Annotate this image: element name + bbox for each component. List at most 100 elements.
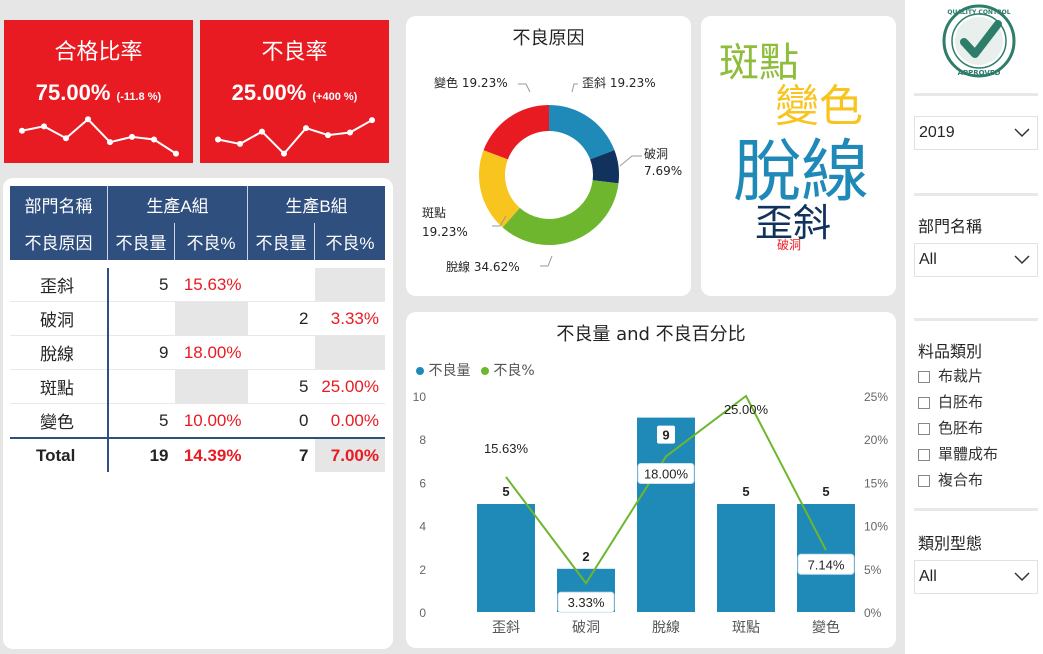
bar-qty[interactable] (717, 504, 775, 612)
kpi-pass-rate-delta: (-11.8 %) (116, 91, 162, 103)
cell-b-qty (247, 335, 315, 370)
cell-b-pct: 25.00% (314, 369, 385, 404)
dept-dropdown-value: All (919, 251, 937, 268)
material-option[interactable]: 單體成布 (918, 443, 998, 464)
kpi-defect-rate-title: 不良率 (261, 40, 328, 65)
legend-qty-label[interactable]: 不良量 (428, 363, 471, 379)
donut-label-hole: 破洞 7.69% (644, 147, 683, 178)
material-option[interactable]: 色胚布 (918, 417, 983, 438)
sparkline-point (41, 123, 47, 130)
kpi-pass-rate-value: 75.00% (-11.8 %) (35, 80, 162, 105)
checkbox[interactable] (918, 370, 930, 383)
donut-leader-line (540, 255, 553, 267)
matrix-header-group-b[interactable]: 生產B組 (247, 186, 385, 223)
cell-a-pct (174, 369, 248, 404)
cell-b-pct (314, 335, 385, 370)
wordcloud-word-fade[interactable]: 變色 (775, 81, 863, 132)
matrix-subheader-b-qty[interactable]: 不良量 (247, 223, 315, 260)
type-dropdown[interactable]: All (914, 560, 1038, 594)
table-row[interactable]: 變色 5 10.00% 0 0.00% (10, 403, 385, 439)
table-row[interactable]: 脫線 9 18.00% (10, 335, 385, 370)
svg-text:QUALITY CONTROL: QUALITY CONTROL (947, 9, 1010, 16)
wordcloud-word-spot[interactable]: 斑點 (719, 40, 799, 86)
bar-label-bg (657, 425, 675, 444)
table-row[interactable]: 歪斜 5 15.63% (10, 268, 385, 302)
donut-title: 不良原因 (512, 28, 585, 49)
sparkline-point (281, 150, 287, 157)
matrix-subheader-a-qty[interactable]: 不良量 (107, 223, 175, 260)
donut-leader-line (518, 83, 531, 93)
matrix-header-cause[interactable]: 不良原因 (10, 223, 108, 260)
combo-legend: 不良量 不良% (416, 360, 535, 380)
row-cause: 歪斜 (10, 268, 108, 302)
y-right-tick-label: 5% (864, 563, 882, 577)
sparkline-point (369, 117, 375, 124)
row-cause: 變色 (10, 403, 108, 439)
wordcloud-word-skew[interactable]: 歪斜 (755, 201, 832, 245)
checkbox[interactable] (918, 396, 930, 409)
year-dropdown-value: 2019 (919, 124, 955, 141)
donut-slice[interactable] (590, 150, 619, 184)
line-data-label: 18.00% (644, 466, 689, 481)
donut-slice[interactable] (483, 105, 549, 160)
donut-label-thread: 脫線 34.62% (446, 260, 520, 274)
matrix-header-group-a[interactable]: 生產A組 (107, 186, 248, 223)
line-pct[interactable] (505, 394, 827, 585)
checkbox[interactable] (918, 422, 930, 435)
kpi-defect-rate-card: 不良率 25.00% (+400 %) (200, 20, 389, 163)
donut-slice[interactable] (549, 105, 615, 160)
slicer-divider (914, 508, 1038, 511)
bar-data-label: 5 (502, 484, 509, 499)
legend-pct-label[interactable]: 不良% (493, 363, 535, 379)
sparkline-point (85, 116, 91, 123)
donut-card: 不良原因 歪斜 19.23% 破洞 7.69% 脫線 34.62% 斑點 19.23… (406, 16, 691, 296)
donut-chart[interactable] (406, 16, 691, 296)
cell-b-qty: 2 (247, 301, 315, 336)
y-right-tick-label: 20% (864, 433, 888, 447)
matrix-subheader-a-pct[interactable]: 不良% (174, 223, 248, 260)
cell-b-qty: 5 (247, 369, 315, 404)
checkbox[interactable] (918, 448, 930, 461)
kpi-defect-rate-value: 25.00% (+400 %) (231, 80, 358, 105)
bar-data-label: 5 (742, 484, 749, 499)
chevron-down-icon (1014, 572, 1030, 582)
y-left-tick-label: 6 (419, 476, 426, 490)
sparkline-line (217, 119, 373, 156)
table-row[interactable]: 破洞 2 3.33% (10, 301, 385, 336)
donut-label-spot: 斑點 19.23% (422, 206, 468, 239)
sparkline-point (151, 136, 157, 143)
cell-b-qty (247, 268, 315, 302)
combo-chart[interactable]: 0 2 4 6 8 10 0% 5% 10% 15% 20% 25% 歪斜 破洞 脫線 斑點 變色 5 2 9 5 5 15… (406, 312, 896, 648)
line-label-bg (797, 553, 855, 575)
material-option[interactable]: 白胚布 (918, 391, 983, 412)
material-option[interactable]: 複合布 (918, 469, 983, 490)
chevron-down-icon (1014, 255, 1030, 265)
line-label-bg (557, 591, 615, 613)
checkbox[interactable] (918, 474, 930, 487)
wordcloud-card: 斑點 變色 脫線 歪斜 破洞 (701, 16, 896, 296)
kpi-defect-rate-delta: (+400 %) (312, 91, 358, 103)
bar-qty[interactable] (637, 417, 695, 612)
donut-slice[interactable] (502, 180, 619, 246)
type-slicer-title: 類別型態 (918, 534, 983, 553)
y-left-tick-label: 0 (419, 606, 426, 620)
x-tick-label: 歪斜 (492, 620, 520, 636)
wordcloud-word-hole[interactable]: 破洞 (777, 238, 802, 252)
donut-slice[interactable] (479, 150, 520, 228)
matrix-subheader-b-pct[interactable]: 不良% (314, 223, 385, 260)
year-dropdown[interactable]: 2019 (914, 116, 1038, 150)
table-total-row[interactable]: Total 19 14.39% 7 7.00% (10, 437, 385, 472)
kpi-pass-rate-title: 合格比率 (54, 40, 143, 65)
donut-leader-line (619, 155, 642, 167)
material-option[interactable]: 布裁片 (918, 365, 983, 386)
quality-approved-logo: QUALITY CONTROL APPROVED (942, 4, 1016, 78)
dept-dropdown[interactable]: All (914, 243, 1038, 277)
wordcloud-word-thread[interactable]: 脫線 (733, 133, 870, 212)
sparkline-point (173, 150, 179, 157)
sparkline-point (215, 136, 221, 143)
matrix-header-dept[interactable]: 部門名稱 (10, 186, 108, 223)
table-row[interactable]: 斑點 5 25.00% (10, 369, 385, 404)
sparkline-point (237, 140, 243, 147)
bar-qty[interactable] (477, 504, 535, 612)
slicer-divider (914, 93, 1038, 96)
